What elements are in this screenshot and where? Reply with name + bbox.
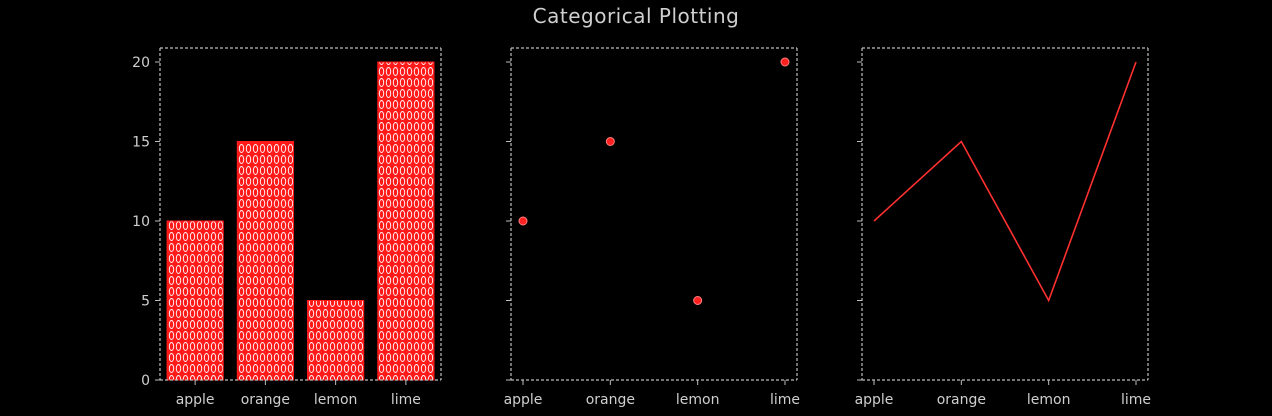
bar-apple (166, 220, 224, 381)
x-tick-label-lemon: lemon (676, 392, 720, 408)
line-series (873, 61, 1137, 303)
bar-lemon (307, 300, 365, 381)
x-tick-label-orange: orange (241, 392, 290, 408)
x-tick-label-lime: lime (770, 392, 800, 408)
x-tick-label-apple: apple (504, 392, 543, 408)
bar-lime (377, 61, 435, 381)
x-tick-label-lime: lime (1121, 392, 1151, 408)
y-tick-label-5: 5 (141, 294, 150, 310)
x-tick-label-orange: orange (586, 392, 635, 408)
y-tick-label-20: 20 (132, 55, 150, 71)
x-tick-label-lemon: lemon (1027, 392, 1071, 408)
subplot-2-scatter: apple orange lemon lime (504, 47, 800, 408)
subplot-3-line: apple orange lemon lime (855, 47, 1151, 408)
scatter-point-lemon (693, 296, 703, 305)
subplot-1-bar: 0 5 10 15 20 apple orange lemon lime (132, 47, 442, 408)
x-tick-label-lime: lime (391, 392, 421, 408)
y-tick-label-15: 15 (132, 135, 150, 151)
y-tick-label-0: 0 (141, 373, 150, 389)
scatter-point-lime (780, 57, 790, 67)
scatter-point-orange (605, 137, 615, 146)
x-tick-label-apple: apple (176, 392, 215, 408)
x-tick-label-lemon: lemon (314, 392, 358, 408)
scatter-point-apple (518, 216, 528, 226)
x-tick-label-orange: orange (937, 392, 986, 408)
figure-title: Categorical Plotting (532, 4, 740, 28)
y-tick-label-10: 10 (132, 214, 150, 230)
bar-orange (236, 141, 294, 381)
x-tick-label-apple: apple (855, 392, 894, 408)
